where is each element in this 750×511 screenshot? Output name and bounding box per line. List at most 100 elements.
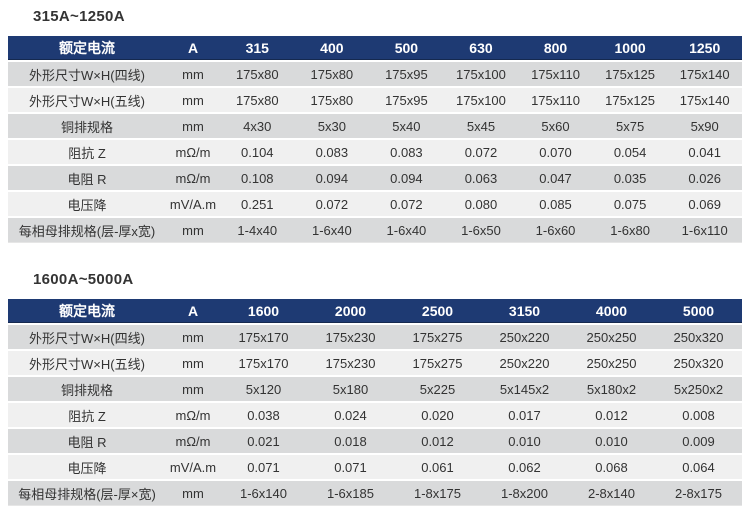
value-cell: 0.085 bbox=[518, 192, 593, 218]
value-cell: 250x220 bbox=[481, 325, 568, 351]
unit-cell: mV/A.m bbox=[166, 192, 220, 218]
row-label: 每相母排规格(层-厚x宽) bbox=[8, 218, 166, 243]
value-cell: 0.017 bbox=[481, 403, 568, 429]
column-header: 2500 bbox=[394, 299, 481, 325]
table-wrap: 额定电流 A 1600 2000 2500 3150 4000 5000 外形尺寸W×H(四线)… bbox=[8, 299, 742, 506]
column-header: 1600 bbox=[220, 299, 307, 325]
unit-cell: mm bbox=[166, 325, 220, 351]
value-cell: 175x110 bbox=[518, 62, 593, 88]
row-label: 外形尺寸W×H(四线) bbox=[8, 325, 166, 351]
unit-cell: mV/A.m bbox=[166, 455, 220, 481]
value-cell: 0.251 bbox=[220, 192, 295, 218]
table-wrap: 额定电流 A 315 400 500 630 800 1000 1250 外形尺寸W×H(四线) m… bbox=[8, 36, 742, 243]
row-label: 外形尺寸W×H(五线) bbox=[8, 351, 166, 377]
row-label: 铜排规格 bbox=[8, 377, 166, 403]
row-label: 铜排规格 bbox=[8, 114, 166, 140]
value-cell: 1-6x60 bbox=[518, 218, 593, 243]
value-cell: 175x110 bbox=[518, 88, 593, 114]
table-row: 每相母排规格(层-厚x宽) mm 1-4x40 1-6x40 1-6x40 1-6x50 1… bbox=[8, 218, 742, 243]
unit-cell: mm bbox=[166, 218, 220, 243]
column-header: 800 bbox=[518, 36, 593, 62]
column-header: 500 bbox=[369, 36, 444, 62]
value-cell: 0.020 bbox=[394, 403, 481, 429]
value-cell: 0.094 bbox=[294, 166, 370, 192]
value-cell: 1-6x140 bbox=[220, 481, 307, 506]
value-cell: 5x225 bbox=[394, 377, 481, 403]
value-cell: 175x100 bbox=[443, 88, 519, 114]
value-cell: 5x180 bbox=[307, 377, 394, 403]
value-cell: 5x90 bbox=[667, 114, 742, 140]
table-row: 外形尺寸W×H(五线) mm 175x80 175x80 175x95 175x100 17… bbox=[8, 88, 742, 114]
table-title: 1600A~5000A bbox=[33, 271, 134, 288]
unit-cell: mm bbox=[166, 88, 220, 114]
value-cell: 1-6x110 bbox=[667, 218, 742, 243]
value-cell: 0.063 bbox=[443, 166, 519, 192]
value-cell: 5x145x2 bbox=[481, 377, 568, 403]
value-cell: 175x275 bbox=[394, 325, 481, 351]
row-label: 每相母排规格(层-厚×宽) bbox=[8, 481, 166, 506]
header-rated-current: 额定电流 bbox=[8, 36, 166, 62]
unit-cell: mm bbox=[166, 481, 220, 506]
value-cell: 5x250x2 bbox=[655, 377, 742, 403]
value-cell: 5x30 bbox=[294, 114, 370, 140]
value-cell: 0.080 bbox=[443, 192, 519, 218]
value-cell: 175x230 bbox=[307, 325, 394, 351]
unit-cell: mm bbox=[166, 62, 220, 88]
table-row: 外形尺寸W×H(四线) mm 175x170 175x230 175x275 250x22… bbox=[8, 325, 742, 351]
value-cell: 250x220 bbox=[481, 351, 568, 377]
value-cell: 0.024 bbox=[307, 403, 394, 429]
header-unit: A bbox=[166, 36, 220, 62]
table-section-315a-1250a: 315A~1250A 额定电流 A 315 400 500 630 800 1000 1250 外… bbox=[8, 0, 742, 243]
value-cell: 0.072 bbox=[294, 192, 370, 218]
row-label: 外形尺寸W×H(四线) bbox=[8, 62, 166, 88]
value-cell: 0.061 bbox=[394, 455, 481, 481]
value-cell: 0.035 bbox=[592, 166, 668, 192]
value-cell: 1-6x50 bbox=[443, 218, 519, 243]
unit-cell: mΩ/m bbox=[166, 166, 220, 192]
value-cell: 0.075 bbox=[592, 192, 668, 218]
value-cell: 175x80 bbox=[294, 88, 370, 114]
value-cell: 0.026 bbox=[667, 166, 742, 192]
value-cell: 0.012 bbox=[568, 403, 655, 429]
value-cell: 1-8x175 bbox=[394, 481, 481, 506]
unit-cell: mm bbox=[166, 351, 220, 377]
value-cell: 175x100 bbox=[443, 62, 519, 88]
value-cell: 175x80 bbox=[294, 62, 370, 88]
column-header: 1000 bbox=[592, 36, 668, 62]
value-cell: 5x180x2 bbox=[568, 377, 655, 403]
row-label: 电阻 R bbox=[8, 429, 166, 455]
value-cell: 0.083 bbox=[369, 140, 444, 166]
value-cell: 175x95 bbox=[369, 62, 444, 88]
spec-table: 额定电流 A 1600 2000 2500 3150 4000 5000 外形尺寸W×H(四线)… bbox=[8, 299, 742, 506]
value-cell: 0.010 bbox=[481, 429, 568, 455]
value-cell: 5x75 bbox=[592, 114, 668, 140]
table-row: 电压降 mV/A.m 0.071 0.071 0.061 0.062 0.068 0.064 bbox=[8, 455, 742, 481]
value-cell: 4x30 bbox=[220, 114, 295, 140]
value-cell: 1-6x40 bbox=[294, 218, 370, 243]
value-cell: 5x45 bbox=[443, 114, 519, 140]
header-row: 额定电流 A 1600 2000 2500 3150 4000 5000 bbox=[8, 299, 742, 325]
value-cell: 1-8x200 bbox=[481, 481, 568, 506]
header-rated-current: 额定电流 bbox=[8, 299, 166, 325]
value-cell: 0.038 bbox=[220, 403, 307, 429]
value-cell: 0.071 bbox=[307, 455, 394, 481]
value-cell: 0.083 bbox=[294, 140, 370, 166]
column-header: 1250 bbox=[667, 36, 742, 62]
column-header: 3150 bbox=[481, 299, 568, 325]
value-cell: 1-4x40 bbox=[220, 218, 295, 243]
value-cell: 0.064 bbox=[655, 455, 742, 481]
value-cell: 0.009 bbox=[655, 429, 742, 455]
value-cell: 0.094 bbox=[369, 166, 444, 192]
column-header: 2000 bbox=[307, 299, 394, 325]
column-header: 400 bbox=[294, 36, 370, 62]
value-cell: 0.070 bbox=[518, 140, 593, 166]
value-cell: 175x275 bbox=[394, 351, 481, 377]
column-header: 4000 bbox=[568, 299, 655, 325]
value-cell: 175x80 bbox=[220, 62, 295, 88]
table-row: 电压降 mV/A.m 0.251 0.072 0.072 0.080 0.085 0.075 0… bbox=[8, 192, 742, 218]
value-cell: 175x170 bbox=[220, 325, 307, 351]
unit-cell: mΩ/m bbox=[166, 140, 220, 166]
header-unit: A bbox=[166, 299, 220, 325]
